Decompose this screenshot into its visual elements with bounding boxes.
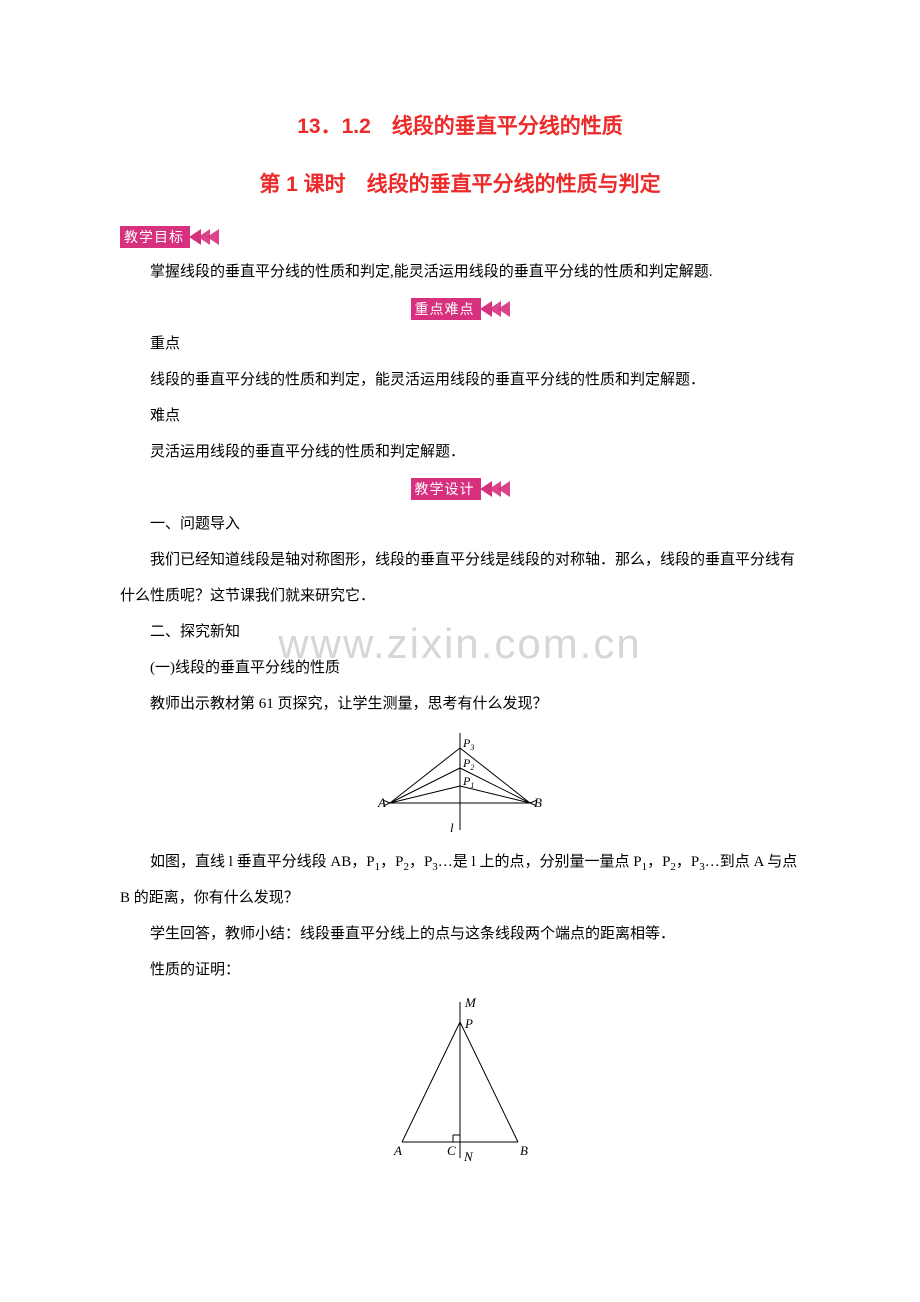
- diagram-perpendicular-bisector: ABlP1P2P3: [370, 728, 550, 838]
- paragraph-objective: 掌握线段的垂直平分线的性质和判定,能灵活运用线段的垂直平分线的性质和判定解题.: [120, 254, 800, 290]
- badge-keypoints: 重点难点: [411, 298, 481, 320]
- paragraph-teacher: 教师出示教材第 61 页探究，让学生测量，思考有什么发现？: [120, 686, 800, 722]
- badge-keypoints-row: 重点难点: [120, 298, 800, 320]
- heading-daoru: 一、问题导入: [120, 506, 800, 542]
- text-run: ，P: [676, 854, 699, 870]
- svg-text:B: B: [534, 795, 542, 810]
- figure-1: ABlP1P2P3: [120, 728, 800, 838]
- heading-xinzhi: 二、探究新知: [120, 614, 800, 650]
- text-run: ，P: [647, 854, 670, 870]
- badge-objectives-row: 教学目标: [120, 226, 800, 248]
- svg-text:P1: P1: [462, 774, 474, 790]
- badge-arrows-icon: [483, 481, 510, 497]
- svg-text:A: A: [377, 795, 386, 810]
- sub-title: 第 1 课时 线段的垂直平分线的性质与判定: [120, 168, 800, 198]
- paragraph-nandian: 灵活运用线段的垂直平分线的性质和判定解题．: [120, 434, 800, 470]
- svg-text:P: P: [464, 1016, 473, 1031]
- svg-text:B: B: [520, 1143, 528, 1158]
- svg-text:N: N: [463, 1149, 474, 1164]
- paragraph-xiaojie: 学生回答，教师小结：线段垂直平分线上的点与这条线段两个端点的距离相等．: [120, 916, 800, 952]
- label-zhongdian: 重点: [120, 326, 800, 362]
- label-nandian: 难点: [120, 398, 800, 434]
- paragraph-proof-title: 性质的证明：: [120, 952, 800, 988]
- paragraph-daoru: 我们已经知道线段是轴对称图形，线段的垂直平分线是线段的对称轴．那么，线段的垂直平…: [120, 542, 800, 614]
- svg-text:C: C: [447, 1143, 456, 1158]
- paragraph-zhongdian: 线段的垂直平分线的性质和判定，能灵活运用线段的垂直平分线的性质和判定解题．: [120, 362, 800, 398]
- document-page: 13．1.2 线段的垂直平分线的性质 第 1 课时 线段的垂直平分线的性质与判定…: [0, 0, 920, 1230]
- paragraph-property-title: (一)线段的垂直平分线的性质: [120, 650, 800, 686]
- text-run: …是 l 上的点，分别量一量点 P: [438, 854, 642, 870]
- text-run: 如图，直线 l 垂直平分线段 AB，P: [150, 854, 375, 870]
- paragraph-rutu: 如图，直线 l 垂直平分线段 AB，P1，P2，P3…是 l 上的点，分别量一量…: [120, 844, 800, 916]
- svg-text:M: M: [464, 995, 477, 1010]
- badge-arrows-icon: [192, 229, 219, 245]
- text-run: ，P: [409, 854, 432, 870]
- svg-text:l: l: [450, 820, 454, 835]
- main-title: 13．1.2 线段的垂直平分线的性质: [120, 110, 800, 140]
- badge-design: 教学设计: [411, 478, 481, 500]
- svg-text:A: A: [393, 1143, 402, 1158]
- diagram-triangle-proof: MP A B CN: [380, 994, 540, 1164]
- svg-text:P3: P3: [462, 736, 474, 752]
- badge-objectives: 教学目标: [120, 226, 190, 248]
- badge-design-row: 教学设计: [120, 478, 800, 500]
- figure-2: MP A B CN: [120, 994, 800, 1164]
- text-run: ，P: [380, 854, 403, 870]
- badge-arrows-icon: [483, 301, 510, 317]
